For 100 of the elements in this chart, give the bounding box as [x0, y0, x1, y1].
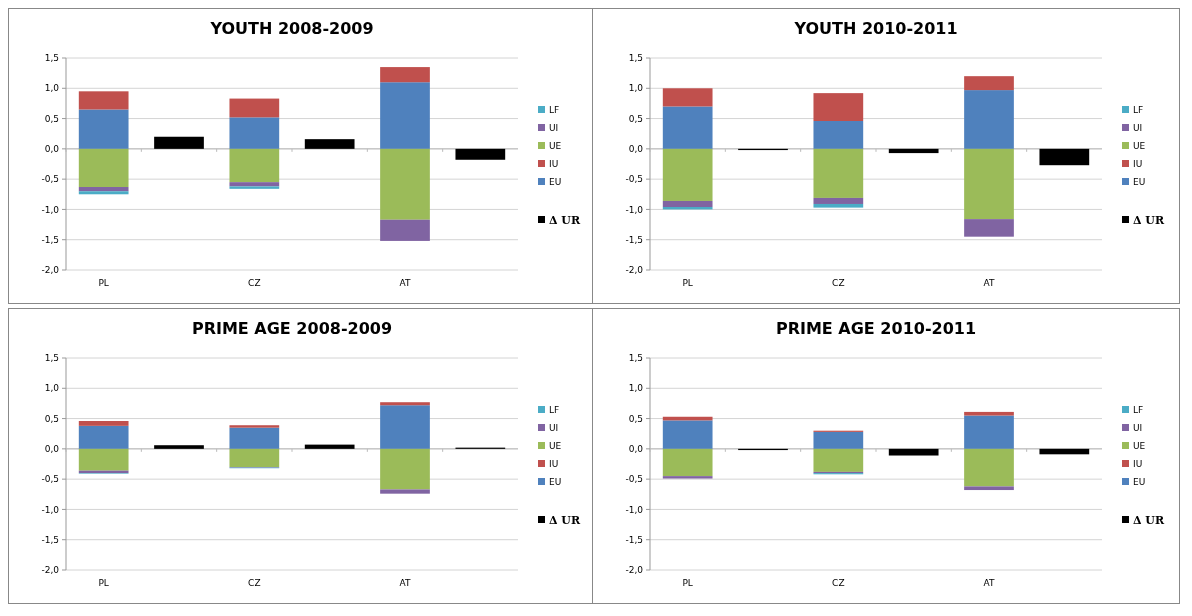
bar: [813, 148, 864, 198]
legend-label: IU: [1133, 159, 1143, 170]
y-tick-label: 0,5: [628, 413, 643, 424]
bar: [813, 197, 864, 204]
chart-title: YOUTH 2008-2009: [209, 19, 374, 38]
y-tick-label: -1,5: [625, 234, 643, 245]
legend-label: UE: [549, 141, 562, 152]
bar: [964, 448, 1014, 487]
legend-label: LF: [549, 105, 560, 116]
bar: [380, 219, 430, 241]
bar: [455, 148, 506, 160]
bar: [78, 191, 129, 195]
y-tick-label: 1,0: [44, 383, 60, 394]
y-tick-label: -1,0: [41, 204, 60, 215]
bar: [662, 200, 713, 208]
chart-title: PRIME AGE 2010-2011: [775, 319, 977, 338]
bar: [813, 431, 864, 449]
bar: [78, 420, 129, 426]
y-tick-label: 1,0: [44, 83, 60, 94]
legend-label: UI: [1133, 423, 1143, 434]
bar: [229, 427, 280, 449]
y-tick-label: 1,5: [628, 353, 643, 364]
bar: [380, 402, 430, 406]
legend-label: Δ UR: [549, 213, 581, 227]
bar: [78, 91, 129, 110]
y-tick-label: -2,0: [625, 565, 644, 576]
bar: [964, 148, 1014, 220]
x-tick-label: AT: [983, 278, 995, 288]
y-tick-label: 0,5: [44, 413, 59, 424]
y-tick-label: 0,5: [44, 113, 59, 124]
y-tick-label: -1,0: [625, 204, 644, 215]
legend-label: EU: [549, 477, 562, 488]
legend-label: UE: [1133, 441, 1146, 452]
bar: [964, 486, 1014, 491]
bar: [229, 148, 280, 183]
y-tick-label: 1,5: [628, 53, 643, 64]
bar: [964, 411, 1014, 416]
bar: [229, 425, 280, 428]
bar: [154, 136, 204, 149]
y-tick-label: -2,0: [41, 565, 60, 576]
x-tick-label: AT: [399, 578, 411, 588]
bar: [964, 90, 1014, 149]
bar: [1039, 148, 1090, 166]
y-tick-label: -2,0: [625, 265, 644, 276]
legend-label: UI: [1133, 123, 1143, 134]
bar: [78, 425, 129, 449]
bar: [888, 448, 939, 456]
legend-label: EU: [1133, 177, 1146, 188]
bar: [380, 67, 430, 83]
legend-label: Δ UR: [549, 513, 581, 527]
bar: [304, 444, 355, 449]
bar: [380, 148, 430, 220]
x-tick-label: AT: [399, 278, 411, 288]
y-tick-label: -1,0: [625, 504, 644, 515]
x-tick-label: CZ: [832, 578, 845, 588]
chart-title: PRIME AGE 2008-2009: [191, 319, 393, 338]
bar: [229, 117, 280, 149]
chart-title: YOUTH 2010-2011: [793, 19, 958, 38]
bar: [888, 148, 939, 154]
y-tick-label: -1,0: [41, 504, 60, 515]
legend-label: LF: [549, 405, 560, 416]
y-tick-label: -0,5: [625, 474, 643, 485]
bar: [964, 219, 1014, 237]
bar: [662, 148, 713, 201]
bar: [229, 98, 280, 118]
legend-label: EU: [1133, 477, 1146, 488]
bar: [813, 448, 864, 472]
y-tick-label: 0,0: [44, 144, 60, 155]
legend-label: EU: [549, 177, 562, 188]
bar: [1039, 448, 1090, 455]
y-tick-label: 0,0: [628, 444, 644, 455]
bar: [662, 448, 713, 477]
bar: [380, 489, 430, 494]
x-tick-label: PL: [98, 578, 109, 588]
bar: [662, 88, 713, 107]
y-tick-label: -0,5: [41, 174, 59, 185]
bar: [78, 448, 129, 471]
y-tick-label: 0,0: [44, 444, 60, 455]
legend-label: UE: [1133, 141, 1146, 152]
x-tick-label: CZ: [832, 278, 845, 288]
x-tick-label: PL: [682, 278, 693, 288]
legend-label: UI: [549, 123, 559, 134]
bar: [380, 82, 430, 149]
bar: [662, 476, 713, 479]
y-tick-label: -1,5: [625, 534, 643, 545]
bar: [813, 203, 864, 208]
y-tick-label: 0,0: [628, 144, 644, 155]
legend-label: UE: [549, 441, 562, 452]
x-tick-label: AT: [983, 578, 995, 588]
legend-label: LF: [1133, 405, 1144, 416]
bar: [380, 448, 430, 490]
y-tick-label: 1,0: [628, 383, 644, 394]
bar: [662, 420, 713, 449]
bar: [813, 93, 864, 121]
bar: [813, 120, 864, 149]
bar: [78, 148, 129, 188]
y-tick-label: 1,0: [628, 83, 644, 94]
y-tick-label: -1,5: [41, 534, 59, 545]
x-tick-label: PL: [98, 278, 109, 288]
bar: [304, 139, 355, 149]
